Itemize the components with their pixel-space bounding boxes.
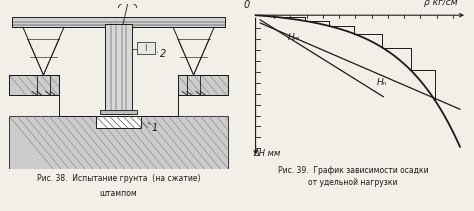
Bar	[9, 116, 228, 169]
Text: 1: 1	[152, 123, 158, 133]
Text: Hₙ: Hₙ	[376, 78, 387, 87]
Text: Рис. 38.  Испытание грунта  (на сжатие): Рис. 38. Испытание грунта (на сжатие)	[37, 174, 200, 183]
Bar	[9, 75, 59, 95]
Bar	[11, 17, 226, 27]
Bar	[178, 75, 228, 95]
Text: 0: 0	[243, 0, 249, 11]
Text: ΔН мм: ΔН мм	[253, 149, 281, 158]
Text: штампом: штампом	[100, 189, 137, 197]
Text: Hₘ: Hₘ	[288, 33, 301, 42]
Bar	[96, 116, 141, 128]
Bar	[137, 42, 155, 54]
Bar	[105, 24, 132, 115]
Text: от удельной нагрузки: от удельной нагрузки	[309, 178, 398, 187]
Text: |: |	[145, 44, 147, 51]
Text: Рис. 39.  График зависимости осадки: Рис. 39. График зависимости осадки	[278, 166, 428, 175]
Bar	[100, 110, 137, 115]
Text: 2: 2	[159, 49, 166, 59]
Text: ρ кг/см: ρ кг/см	[424, 0, 457, 7]
